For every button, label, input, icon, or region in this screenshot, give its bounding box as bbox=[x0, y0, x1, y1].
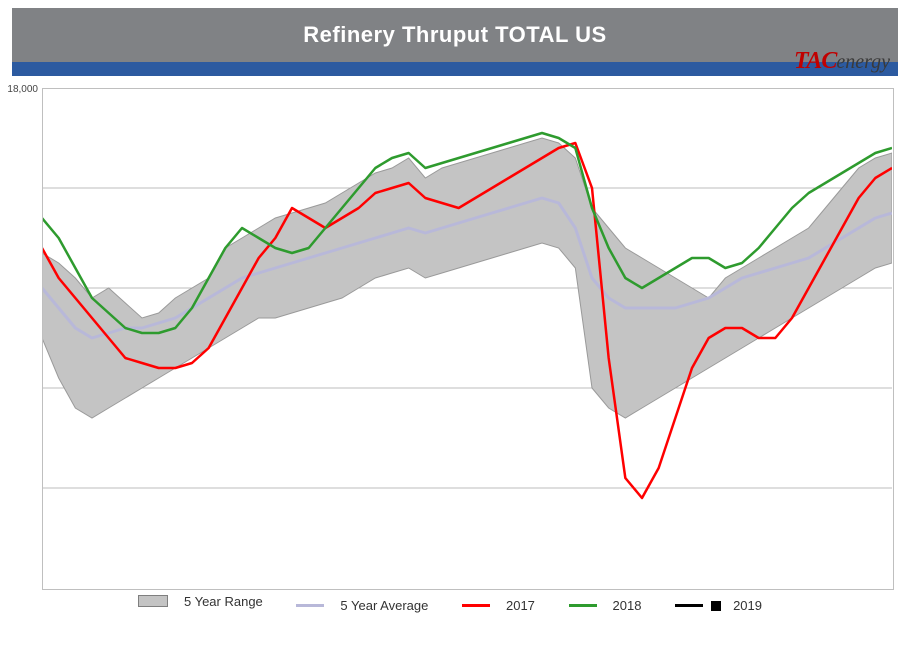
legend-item-2019: 2019 bbox=[675, 598, 772, 613]
legend-swatch-2017 bbox=[462, 604, 490, 607]
legend-label-range: 5 Year Range bbox=[184, 594, 263, 609]
y-tick-label: 18,000 bbox=[7, 84, 38, 95]
legend-marker-2019 bbox=[711, 601, 721, 611]
tac-energy-logo: TACenergy bbox=[794, 48, 890, 75]
legend-label-2018: 2018 bbox=[613, 598, 642, 613]
legend-swatch-avg bbox=[296, 604, 324, 607]
legend-label-2017: 2017 bbox=[506, 598, 535, 613]
legend-swatch-2019 bbox=[675, 604, 703, 607]
chart-title: Refinery Thruput TOTAL US bbox=[12, 8, 898, 62]
logo-energy: energy bbox=[836, 51, 890, 73]
header-accent-bar bbox=[12, 62, 898, 76]
plot-area bbox=[42, 88, 892, 588]
legend-label-2019: 2019 bbox=[733, 598, 762, 613]
legend-item-2018: 2018 bbox=[569, 598, 652, 613]
chart-frame: { "title": "Refinery Thruput TOTAL US", … bbox=[0, 0, 910, 659]
legend-item-2017: 2017 bbox=[462, 598, 545, 613]
legend: 5 Year Range 5 Year Average 2017 2018 20… bbox=[0, 594, 910, 614]
legend-label-avg: 5 Year Average bbox=[340, 598, 428, 613]
legend-item-avg: 5 Year Average bbox=[296, 598, 438, 613]
logo-tac: TAC bbox=[794, 48, 836, 74]
legend-item-range: 5 Year Range bbox=[138, 594, 273, 609]
legend-swatch-2018 bbox=[569, 604, 597, 607]
legend-swatch-range bbox=[138, 595, 168, 607]
